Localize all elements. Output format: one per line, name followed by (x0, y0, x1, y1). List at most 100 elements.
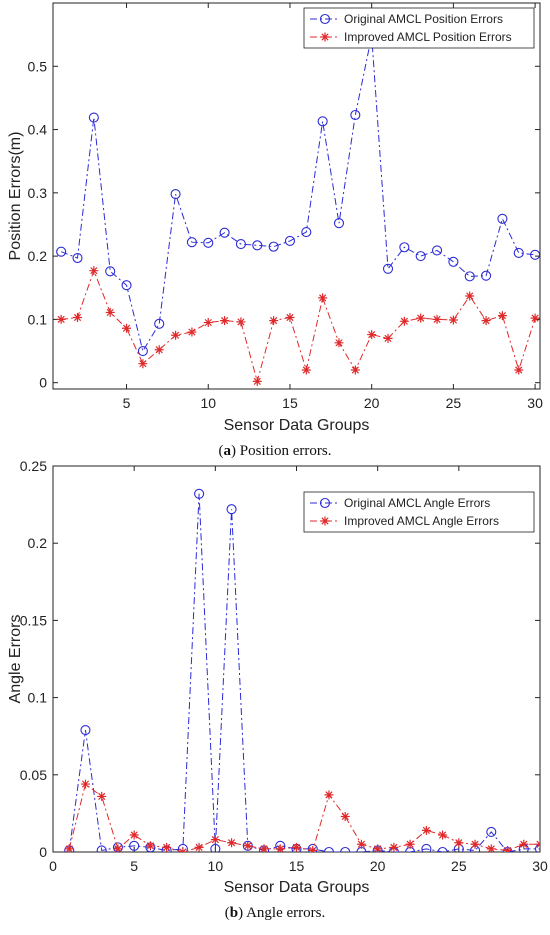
data-point-original (88, 112, 99, 123)
data-point-improved (438, 830, 448, 840)
y-tick-label: 0 (39, 375, 47, 391)
data-point-original (333, 218, 345, 229)
data-point-improved (301, 365, 311, 375)
data-point-original (481, 270, 492, 281)
data-point-improved (275, 844, 285, 852)
data-point-original (323, 846, 335, 852)
data-point-original (210, 843, 221, 852)
data-point-original (235, 239, 246, 250)
chart-angle-errors: 0 5 10 15 20 25 30 0 0.05 0.1 0.15 0.2 0.25 Sensor Da… (7, 458, 548, 896)
data-point-improved (454, 838, 464, 848)
data-point-original (382, 263, 394, 274)
data-point-improved (80, 779, 90, 789)
data-point-improved (389, 842, 399, 852)
data-point-original (415, 251, 426, 262)
y-axis-label: Angle Errors (7, 615, 24, 704)
data-point-improved (145, 841, 155, 851)
data-point-improved (269, 316, 279, 326)
data-point-improved (383, 333, 393, 343)
x-tick-label: 25 (446, 395, 462, 411)
x-tick-label: 0 (49, 858, 57, 874)
data-point-original (203, 237, 214, 248)
data-point-improved (486, 844, 496, 852)
data-point-original (268, 241, 279, 252)
series-line-improved (61, 269, 536, 384)
data-point-improved (285, 312, 295, 322)
x-tick-label: 10 (208, 858, 224, 874)
data-point-improved (64, 844, 74, 852)
y-axis-label: Position Errors(m) (7, 132, 24, 261)
data-point-original (340, 846, 351, 852)
data-point-improved (259, 844, 269, 852)
legend-marker-original (319, 497, 331, 509)
data-point-improved (416, 313, 426, 323)
legend-box (303, 491, 535, 533)
data-point-original (448, 256, 459, 267)
data-point-improved (308, 845, 318, 852)
data-point-improved (399, 316, 409, 326)
data-point-improved (105, 307, 115, 317)
caption-a-letter: a (223, 443, 232, 459)
y-tick-label: 0.1 (28, 690, 48, 706)
legend: Original AMCL Angle Errors Improved AMCL … (303, 491, 535, 533)
x-tick-label: 25 (451, 858, 467, 874)
y-tick-label: 0 (39, 844, 47, 860)
data-point-improved (503, 845, 513, 852)
data-point-improved (373, 844, 383, 852)
x-tick-label: 5 (130, 858, 138, 874)
data-point-original (497, 213, 508, 224)
data-point-improved (465, 291, 475, 301)
data-point-improved (356, 839, 366, 849)
data-point-improved (171, 330, 181, 340)
x-axis-label: Sensor Data Groups (224, 417, 370, 434)
data-point-original (194, 488, 205, 499)
data-point-original (307, 843, 318, 852)
caption-b: (b) Angle errors. (224, 905, 326, 921)
data-point-improved (367, 330, 377, 340)
y-tick-label: 0.4 (28, 122, 48, 138)
data-point-improved (324, 790, 334, 800)
legend-label-improved: Improved AMCL Position Errors (344, 30, 512, 44)
data-point-improved (97, 791, 107, 801)
data-point-improved (350, 365, 360, 375)
x-tick-label: 15 (282, 395, 298, 411)
data-point-original (350, 109, 361, 121)
series-line-improved (68, 783, 540, 852)
x-tick-label: 20 (364, 395, 380, 411)
data-point-original (464, 271, 475, 282)
chart-position-errors: 5 10 15 20 25 30 0 0.1 0.2 0.3 0.4 0.5 Sensor Data G… (7, 2, 543, 434)
data-point-original (431, 245, 443, 256)
data-point-improved (187, 327, 197, 337)
data-point-improved (514, 365, 524, 375)
data-point-improved (113, 844, 123, 852)
caption-a: (a) Position errors. (218, 443, 332, 459)
data-point-improved (421, 825, 431, 835)
legend: Original AMCL Position Errors Improved AM… (303, 7, 535, 49)
x-tick-label: 20 (370, 858, 386, 874)
data-point-original (96, 845, 107, 852)
data-point-improved (432, 314, 442, 324)
legend-label-original: Original AMCL Angle Errors (344, 496, 490, 510)
data-point-original (56, 246, 67, 257)
data-point-improved (210, 835, 220, 845)
data-point-improved (497, 311, 507, 321)
legend-marker-improved (320, 32, 330, 42)
data-point-improved (203, 318, 213, 328)
data-point-original (170, 189, 181, 200)
legend-marker-original (319, 13, 331, 25)
data-point-improved (227, 838, 237, 848)
y-tick-label: 0.2 (28, 248, 48, 264)
x-tick-label: 10 (200, 395, 216, 411)
series-group (64, 488, 540, 852)
data-point-improved (292, 842, 301, 852)
data-point-original (186, 237, 197, 248)
y-tick-label: 0.1 (28, 311, 48, 327)
data-point-original (530, 249, 540, 260)
data-point-original (72, 252, 83, 264)
legend-label-original: Original AMCL Position Errors (344, 12, 503, 26)
data-point-improved (535, 839, 540, 849)
data-point-original (121, 280, 132, 291)
legend-box (303, 7, 535, 49)
data-point-original (177, 843, 188, 852)
data-point-improved (89, 266, 99, 276)
